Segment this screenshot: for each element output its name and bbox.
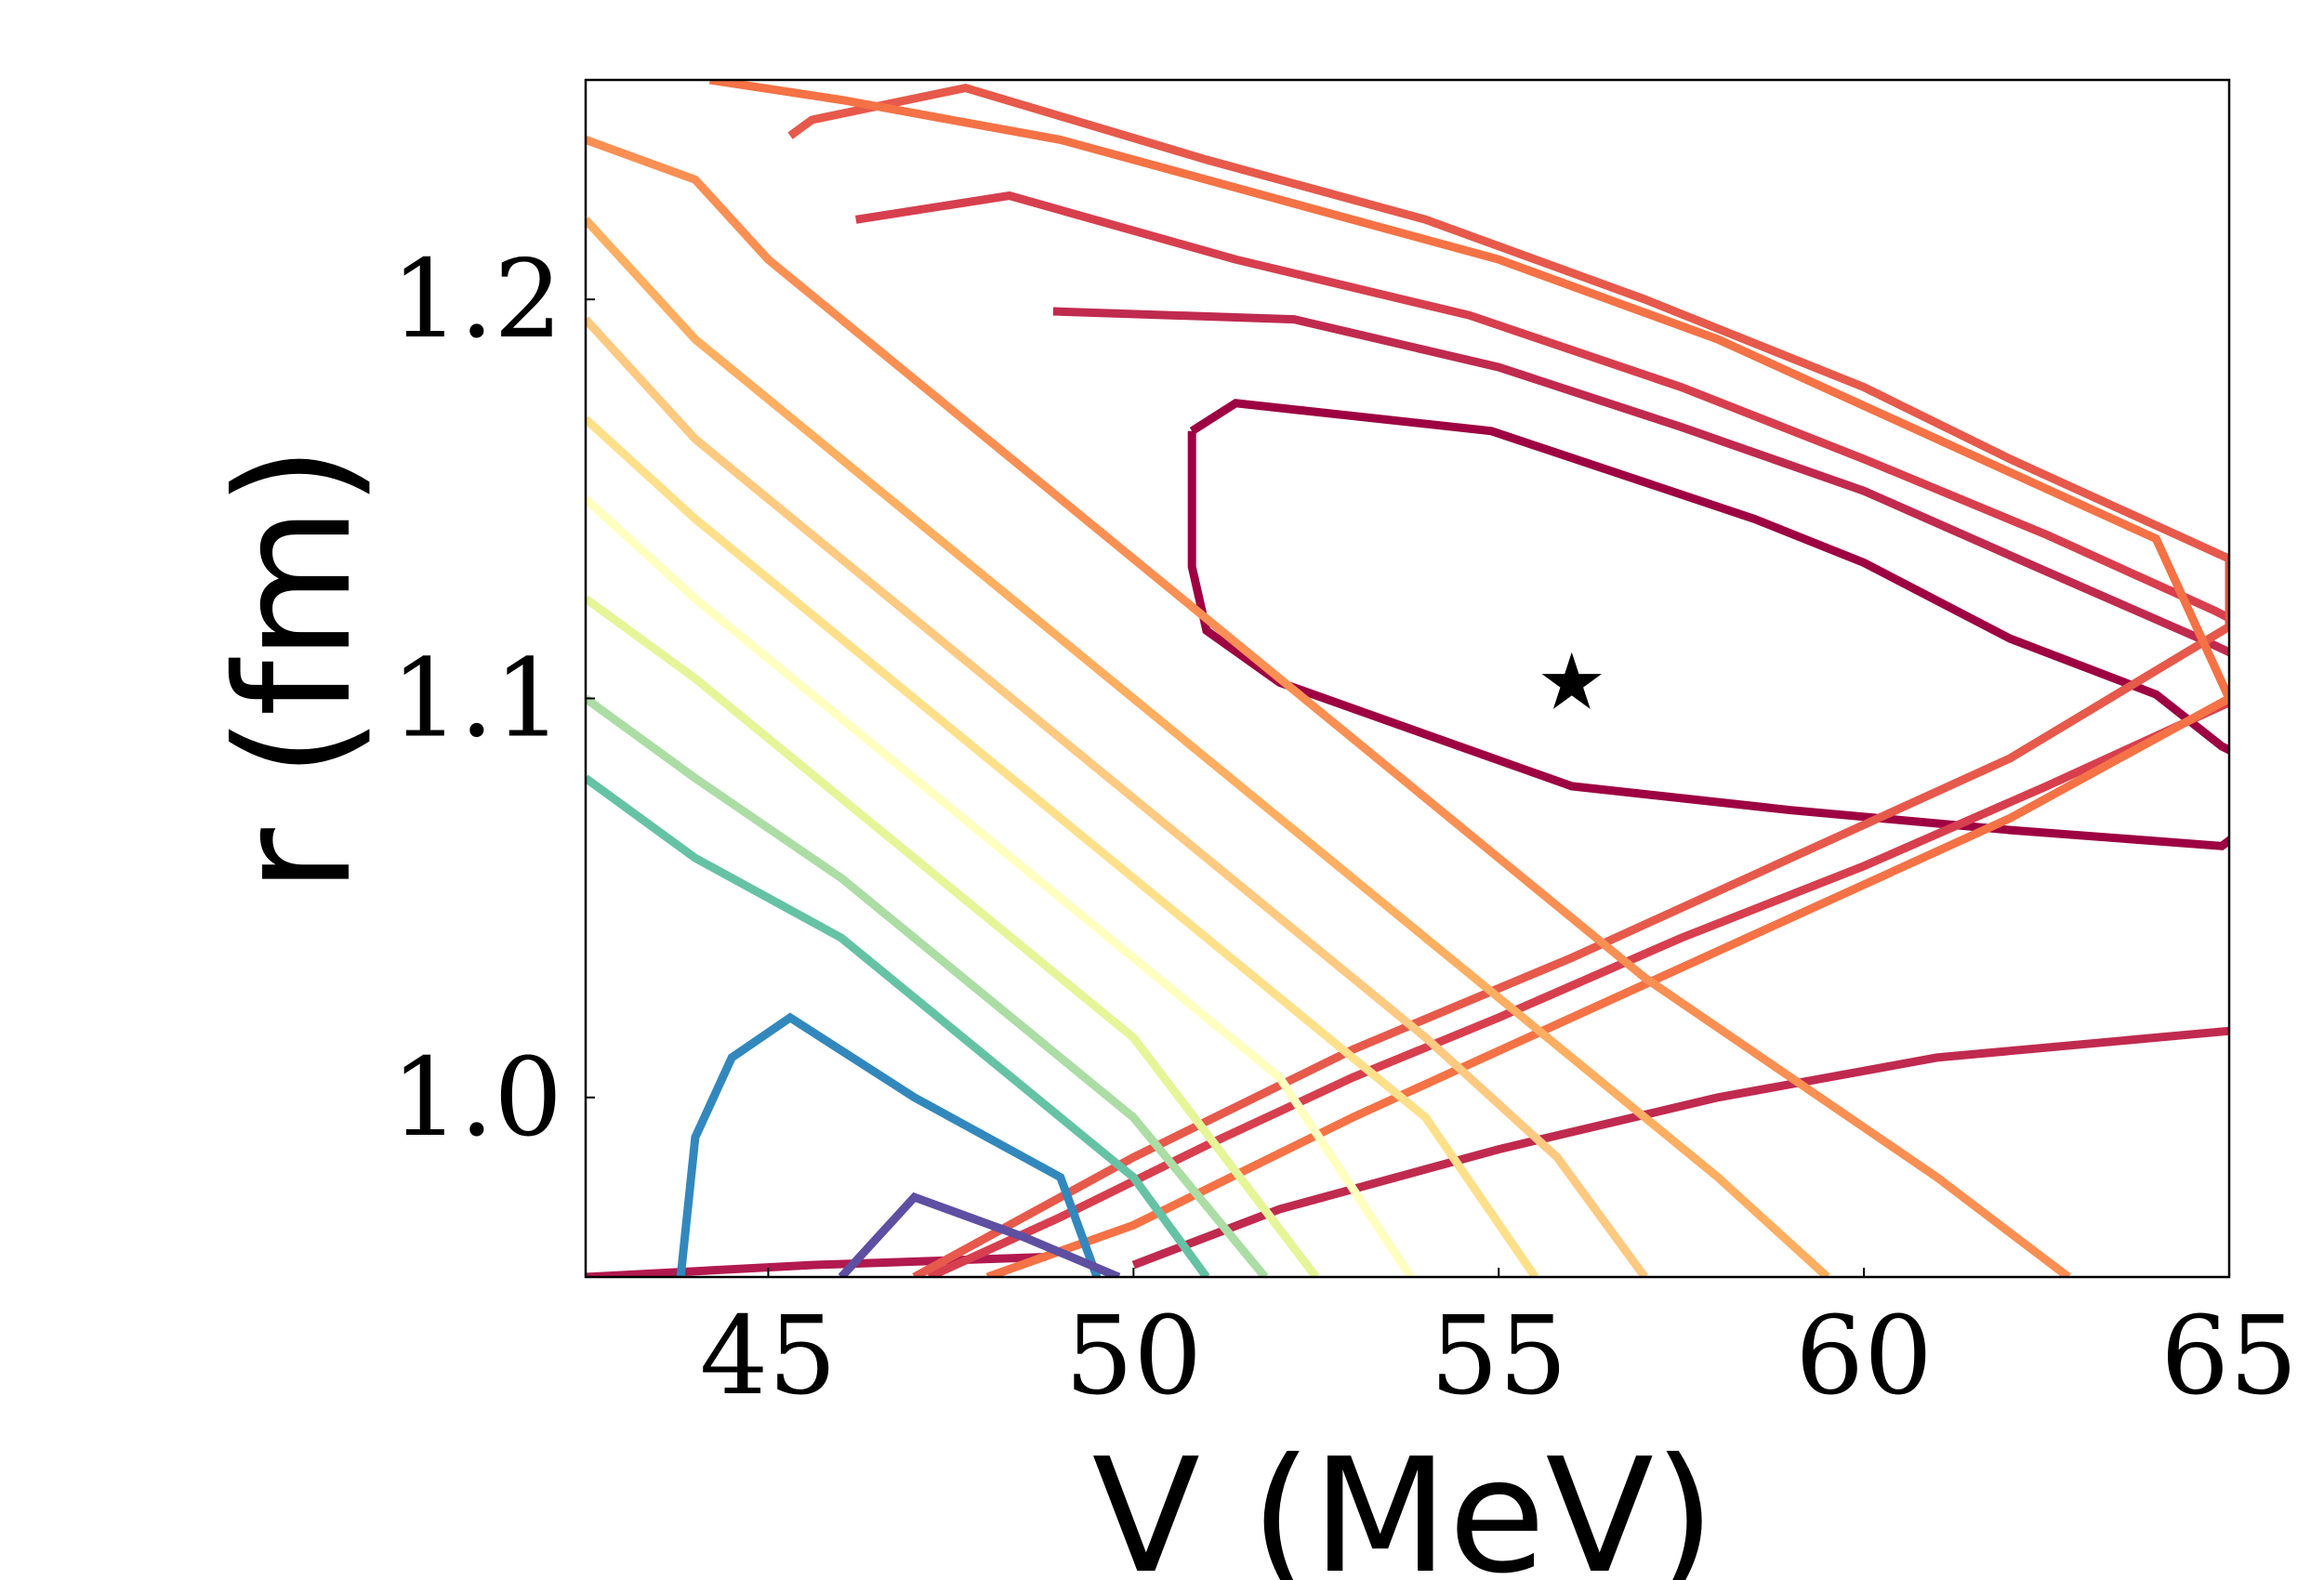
- contour-level-15: [676, 1012, 1102, 1277]
- contour-level-5: [787, 83, 2229, 1277]
- y-axis: 1.0 1.1 1.2: [391, 237, 595, 1161]
- plot-frame: [584, 78, 2231, 1279]
- contour-level-10: [586, 415, 1539, 1277]
- contour-level-3: [1052, 307, 2229, 1270]
- contour-level-9: [586, 316, 1649, 1277]
- x-tick-label: 60: [1795, 1294, 1933, 1419]
- y-tick-label: 1.2: [391, 237, 562, 362]
- x-tick-label: 65: [2160, 1294, 2298, 1419]
- x-axis: 45 50 55 60 65: [700, 1268, 2298, 1419]
- x-tick-label: 45: [700, 1294, 838, 1419]
- x-tick-label: 55: [1430, 1294, 1567, 1419]
- contour-level-16: [838, 1192, 1121, 1277]
- minimum-star-marker: ★: [1537, 636, 1606, 727]
- contour-level-11: [586, 495, 1415, 1277]
- y-axis-label: r (fm): [203, 445, 387, 893]
- x-axis-label: V (MeV): [1092, 1425, 1716, 1580]
- contour-lines: [586, 80, 2229, 1277]
- contour-level-8: [586, 217, 1830, 1277]
- contour-level-13: [586, 694, 1269, 1277]
- y-tick-label: 1.1: [391, 636, 562, 761]
- contour-level-7: [586, 136, 2071, 1277]
- contour-level-6: [708, 80, 2229, 1277]
- contour-level-4: [855, 191, 2229, 1277]
- y-tick-label: 1.0: [391, 1035, 562, 1161]
- contour-level-14: [586, 774, 1210, 1277]
- x-tick-label: 50: [1065, 1294, 1203, 1419]
- contour-level-12: [586, 595, 1320, 1277]
